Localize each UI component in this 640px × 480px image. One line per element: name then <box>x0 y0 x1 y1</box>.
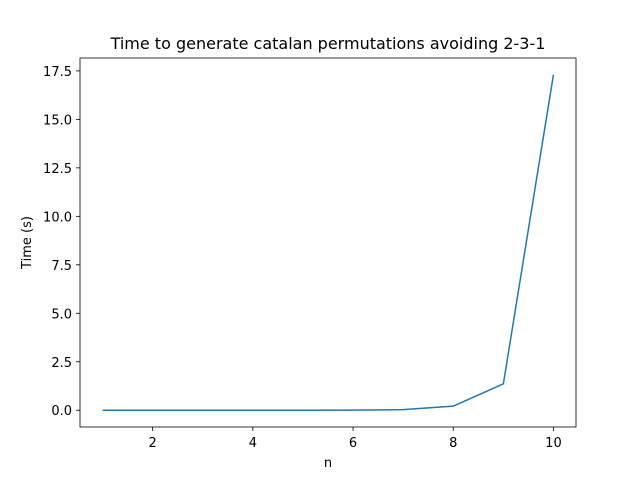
series-line-0 <box>102 74 555 411</box>
x-tick-label: 6 <box>349 436 357 451</box>
x-axis-label: n <box>324 456 332 471</box>
y-tick-label: 17.5 <box>43 65 72 80</box>
x-tick-label: 8 <box>449 436 457 451</box>
y-tick-label: 12.5 <box>43 162 72 177</box>
y-tick-label: 10.0 <box>43 210 72 225</box>
x-tick-label: 2 <box>149 436 157 451</box>
y-tick-label: 2.5 <box>51 356 72 371</box>
x-tick-label: 10 <box>545 436 562 451</box>
y-tick-label: 7.5 <box>51 259 72 274</box>
y-axis-ticks: 0.0 2.5 5.0 7.5 10.0 12.5 15.0 17.5 <box>43 65 80 419</box>
y-axis-label: Time (s) <box>20 216 35 270</box>
x-axis-ticks: 2 4 6 8 10 <box>149 427 562 451</box>
y-tick-label: 5.0 <box>51 307 72 322</box>
x-tick-label: 4 <box>249 436 257 451</box>
y-tick-label: 15.0 <box>43 113 72 128</box>
series-layer <box>102 74 555 411</box>
plot-frame <box>79 57 577 428</box>
chart-title: Time to generate catalan permutations av… <box>110 34 546 53</box>
y-tick-label: 0.0 <box>51 404 72 419</box>
